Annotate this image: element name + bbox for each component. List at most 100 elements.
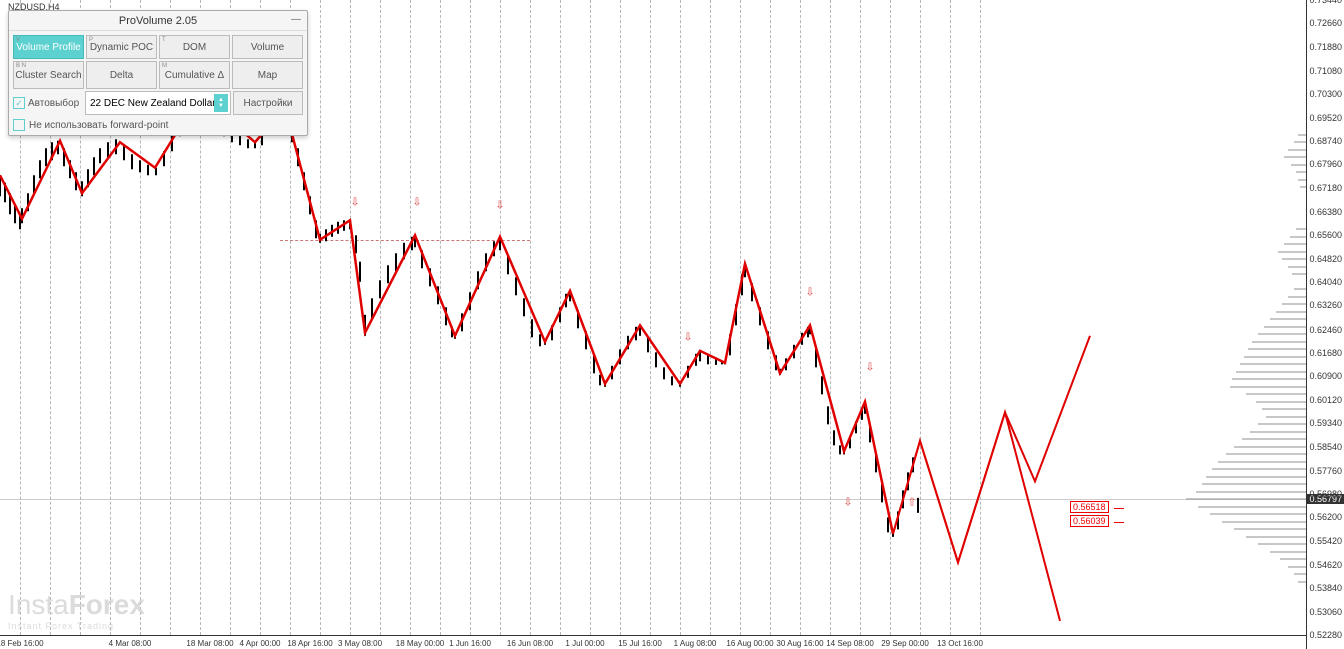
volume-profile-bar	[1278, 251, 1306, 253]
y-tick: 0.68740	[1309, 136, 1342, 146]
x-tick: 13 Oct 16:00	[937, 639, 983, 648]
volume-profile-bar	[1266, 416, 1306, 418]
y-tick: 0.53060	[1309, 607, 1342, 617]
y-tick: 0.64820	[1309, 254, 1342, 264]
volume-profile-bar	[1256, 401, 1306, 403]
y-tick: 0.70300	[1309, 89, 1342, 99]
panel-button[interactable]: B NCluster Search	[13, 61, 84, 89]
grid-vline	[590, 0, 591, 635]
y-tick: 0.67960	[1309, 159, 1342, 169]
panel-button[interactable]: Map	[232, 61, 303, 89]
y-tick: 0.58540	[1309, 442, 1342, 452]
y-axis: 0.56797 0.734400.726600.718800.710800.70…	[1306, 0, 1344, 649]
x-tick: 18 Apr 16:00	[287, 639, 332, 648]
volume-profile-bar	[1296, 171, 1306, 173]
volume-profile-bar	[1206, 476, 1306, 478]
grid-vline	[830, 0, 831, 635]
select-arrows-icon[interactable]: ▲▼	[214, 94, 228, 112]
panel-button[interactable]: PDynamic POC	[86, 35, 157, 59]
y-tick: 0.65600	[1309, 230, 1342, 240]
forward-point-checkbox[interactable]	[13, 119, 25, 131]
volume-profile-bar	[1246, 393, 1306, 395]
grid-vline	[500, 0, 501, 635]
y-tick: 0.63260	[1309, 300, 1342, 310]
y-tick: 0.57760	[1309, 466, 1342, 476]
y-tick: 0.59340	[1309, 418, 1342, 428]
volume-profile-bar	[1230, 386, 1306, 388]
autoselect-checkbox[interactable]: ✓	[13, 97, 25, 109]
volume-profile-bar	[1258, 333, 1306, 335]
grid-vline	[920, 0, 921, 635]
y-tick: 0.52280	[1309, 630, 1342, 640]
settings-button[interactable]: Настройки	[233, 91, 303, 115]
arrow-down-icon: ⇩	[350, 196, 359, 209]
volume-profile-bar	[1294, 288, 1306, 290]
y-tick: 0.56200	[1309, 512, 1342, 522]
arrow-up-icon: ⇧	[907, 496, 916, 509]
grid-vline	[770, 0, 771, 635]
grid-vline	[710, 0, 711, 635]
panel-button[interactable]: MCumulative Δ	[159, 61, 230, 89]
y-tick: 0.71080	[1309, 66, 1342, 76]
y-tick: 0.55420	[1309, 536, 1342, 546]
volume-profile-bar	[1234, 446, 1306, 448]
x-tick: 18 May 00:00	[396, 639, 444, 648]
volume-profile-bar	[1236, 371, 1306, 373]
y-tick: 0.73440	[1309, 0, 1342, 5]
volume-profile-bar	[1282, 303, 1306, 305]
y-tick: 0.69520	[1309, 113, 1342, 123]
volume-profile-bar	[1294, 573, 1306, 575]
y-tick: 0.71880	[1309, 42, 1342, 52]
y-tick: 0.60900	[1309, 371, 1342, 381]
y-tick: 0.61680	[1309, 348, 1342, 358]
volume-profile-bar	[1244, 356, 1306, 358]
arrow-down-icon: ⇩	[683, 331, 692, 344]
panel-button[interactable]: VVolume Profile	[13, 35, 84, 59]
forward-point-label: Не использовать forward-point	[29, 120, 168, 131]
instrument-select[interactable]: 22 DEC New Zealand Dollar ▲▼	[85, 91, 231, 115]
volume-profile-bar	[1288, 566, 1306, 568]
instaforex-logo: InstaForex Instant Forex Trading	[8, 589, 145, 631]
volume-profile-bar	[1298, 179, 1306, 181]
y-tick: 0.72660	[1309, 18, 1342, 28]
x-tick: 14 Sep 08:00	[826, 639, 874, 648]
x-tick: 29 Sep 00:00	[881, 639, 929, 648]
grid-vline	[980, 0, 981, 635]
grid-vline	[890, 0, 891, 635]
dashed-resistance-line	[280, 240, 530, 241]
volume-profile-bar	[1240, 363, 1306, 365]
price-label: 0.56039	[1070, 515, 1109, 527]
volume-profile-bar	[1202, 483, 1306, 485]
volume-profile-bar	[1291, 164, 1306, 166]
y-tick: 0.56980	[1309, 489, 1342, 499]
grid-vline	[380, 0, 381, 635]
volume-profile-bar	[1222, 521, 1306, 523]
volume-profile-bar	[1284, 156, 1306, 158]
x-axis: 18 Feb 16:004 Mar 08:0018 Mar 08:004 Apr…	[0, 635, 1306, 649]
autoselect-label: Автовыбор	[28, 98, 79, 109]
panel-button[interactable]: TDOM	[159, 35, 230, 59]
y-tick: 0.62460	[1309, 325, 1342, 335]
volume-profile-bar	[1298, 134, 1306, 136]
grid-vline	[320, 0, 321, 635]
panel-title[interactable]: ProVolume 2.05 —	[9, 11, 307, 31]
grid-vline	[470, 0, 471, 635]
volume-profile-bar	[1288, 149, 1306, 151]
volume-profile-bar	[1226, 453, 1306, 455]
y-tick: 0.64040	[1309, 277, 1342, 287]
grid-vline	[860, 0, 861, 635]
arrow-down-icon: ⇩	[412, 196, 421, 209]
volume-profile-bar	[1242, 438, 1306, 440]
minimize-icon[interactable]: —	[289, 13, 303, 27]
grid-vline	[620, 0, 621, 635]
panel-button[interactable]: Delta	[86, 61, 157, 89]
volume-profile-bar	[1288, 296, 1306, 298]
grid-vline	[350, 0, 351, 635]
panel-button[interactable]: Volume	[232, 35, 303, 59]
volume-profile-bar	[1246, 536, 1306, 538]
volume-profile-bar	[1296, 228, 1306, 230]
volume-profile-bar	[1282, 258, 1306, 260]
volume-profile-bar	[1250, 431, 1306, 433]
arrow-down-icon: ⇩	[805, 286, 814, 299]
x-tick: 3 May 08:00	[338, 639, 382, 648]
